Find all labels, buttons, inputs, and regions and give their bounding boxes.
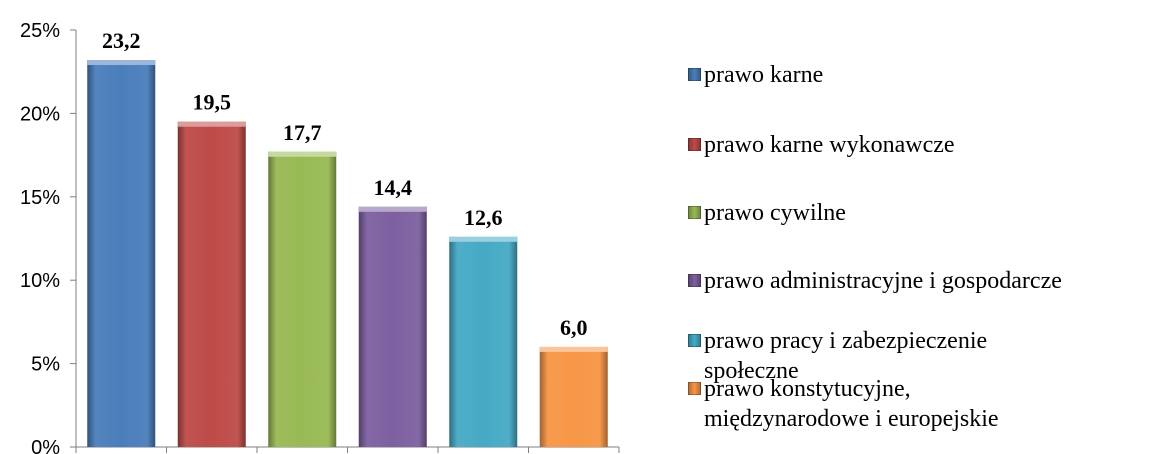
y-tick-label: 15%	[20, 187, 60, 209]
bars	[87, 60, 608, 448]
y-tick-label: 10%	[20, 270, 60, 292]
legend-label: prawo karne wykonawcze	[704, 132, 955, 158]
y-tick-label: 20%	[20, 103, 60, 125]
legend-swatch	[688, 382, 701, 395]
data-label: 23,2	[102, 28, 141, 53]
legend-label: prawo pracy i zabezpieczenie społeczne	[704, 328, 988, 384]
bar-highlight	[87, 60, 156, 66]
bar	[87, 60, 156, 448]
data-label: 17,7	[283, 120, 322, 145]
bar-highlight	[449, 236, 518, 242]
legend-label: prawo konstytucyjne, międzynarodowe i eu…	[704, 376, 999, 432]
legend-item: prawo karne	[688, 60, 823, 90]
data-label: 12,6	[464, 205, 503, 230]
legend-item: prawo cywilne	[688, 198, 846, 228]
legend-item: prawo administracyjne i gospodarcze	[688, 266, 1062, 296]
legend-item: prawo pracy i zabezpieczenie społeczne	[688, 326, 987, 386]
bar-highlight	[177, 121, 246, 127]
legend-label: prawo administracyjne i gospodarcze	[704, 268, 1062, 294]
bar	[449, 236, 518, 447]
bar	[358, 206, 427, 447]
y-axis: 0% 5% 10% 15% 20% 25%	[20, 20, 620, 454]
bar-highlight	[268, 151, 337, 157]
bar	[177, 121, 246, 448]
bar-highlight	[539, 346, 608, 352]
legend-swatch	[688, 138, 701, 151]
bar-highlight	[358, 206, 427, 212]
data-label: 19,5	[193, 90, 232, 115]
legend-item: prawo karne wykonawcze	[688, 130, 955, 160]
data-label: 14,4	[374, 175, 413, 200]
bar	[539, 346, 608, 447]
y-tick-label: 5%	[31, 354, 60, 376]
y-tick-label: 0%	[31, 437, 60, 454]
legend-item: prawo konstytucyjne, międzynarodowe i eu…	[688, 374, 999, 434]
y-tick-label: 25%	[20, 20, 60, 42]
legend-swatch	[688, 68, 701, 81]
data-label: 6,0	[560, 315, 588, 340]
data-labels: 23,2 19,5 17,7 14,4 12,6 6,0	[102, 28, 588, 340]
legend-swatch	[688, 206, 701, 219]
legend-label: prawo cywilne	[704, 200, 846, 226]
bar	[268, 151, 337, 447]
legend-swatch	[688, 274, 701, 287]
legend-label: prawo karne	[704, 62, 824, 88]
legend-swatch	[688, 334, 701, 347]
